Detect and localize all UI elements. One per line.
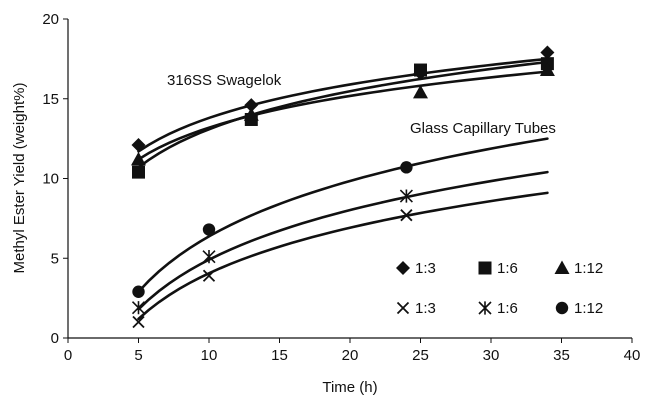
fit-curve-diamond	[137, 57, 549, 153]
x-tick-label: 10	[201, 347, 218, 364]
point-square	[414, 63, 427, 77]
y-tick-label: 15	[42, 91, 59, 108]
y-axis-label: Methyl Ester Yield (weight%)	[11, 83, 28, 274]
x-axis-label: Time (h)	[322, 379, 377, 396]
fit-curve-triangle	[137, 70, 549, 161]
y-tick-labels: 0 5 10 15 20	[42, 11, 68, 347]
fit-curve-asterisk	[137, 170, 549, 311]
fit-curve-square	[137, 60, 549, 169]
x-tick-label: 20	[342, 347, 359, 364]
point-circle	[202, 223, 216, 236]
y-tick-label: 5	[51, 250, 59, 267]
point-triangle	[131, 151, 146, 166]
legend-label: 1:6	[497, 300, 518, 317]
legend-label: 1:6	[497, 260, 518, 277]
x-tick-label: 40	[624, 347, 641, 364]
annotation-glass-capillary-tubes: Glass Capillary Tubes	[410, 120, 556, 137]
point-square	[132, 165, 145, 179]
x-tick-label: 30	[483, 347, 500, 364]
x-tick-label: 5	[134, 347, 142, 364]
point-asterisk	[399, 189, 413, 203]
legend-marker-square	[478, 261, 492, 275]
legend-marker-x	[396, 301, 410, 315]
point-circle	[132, 285, 145, 298]
point-triangle	[413, 84, 428, 99]
legend-label: 1:3	[415, 260, 436, 277]
point-diamond	[131, 138, 146, 153]
point-asterisk	[202, 250, 216, 264]
point-diamond	[540, 45, 555, 60]
y-tick-label: 20	[42, 11, 59, 28]
data-points	[131, 45, 555, 329]
legend-label: 1:12	[574, 260, 603, 277]
fit-curves	[137, 57, 549, 321]
x-tick-labels: 0 5 10 15 20 25 30 35 40	[64, 338, 641, 364]
legend: 1:3 1:6 1:12 1:3 1:6 1:12	[396, 260, 603, 317]
point-circle	[400, 161, 413, 174]
y-tick-label: 10	[42, 171, 59, 188]
x-tick-label: 35	[553, 347, 570, 364]
point-x	[132, 315, 145, 329]
point-triangle	[243, 107, 259, 121]
legend-marker-diamond	[396, 261, 410, 275]
point-triangle	[539, 62, 555, 77]
annotation-316ss-swagelok: 316SS Swagelok	[167, 72, 282, 89]
point-x	[400, 209, 413, 222]
legend-label: 1:12	[574, 300, 603, 317]
y-tick-label: 0	[51, 330, 59, 347]
legend-label: 1:3	[415, 300, 436, 317]
legend-marker-circle	[555, 301, 569, 315]
x-tick-label: 25	[412, 347, 429, 364]
x-tick-label: 15	[271, 347, 288, 364]
point-x	[202, 269, 216, 282]
point-asterisk	[131, 301, 146, 315]
legend-marker-triangle	[554, 260, 570, 274]
fit-curve-circle	[137, 137, 549, 294]
legend-marker-asterisk	[478, 301, 492, 315]
x-tick-label: 0	[64, 347, 72, 364]
point-diamond	[244, 98, 259, 113]
